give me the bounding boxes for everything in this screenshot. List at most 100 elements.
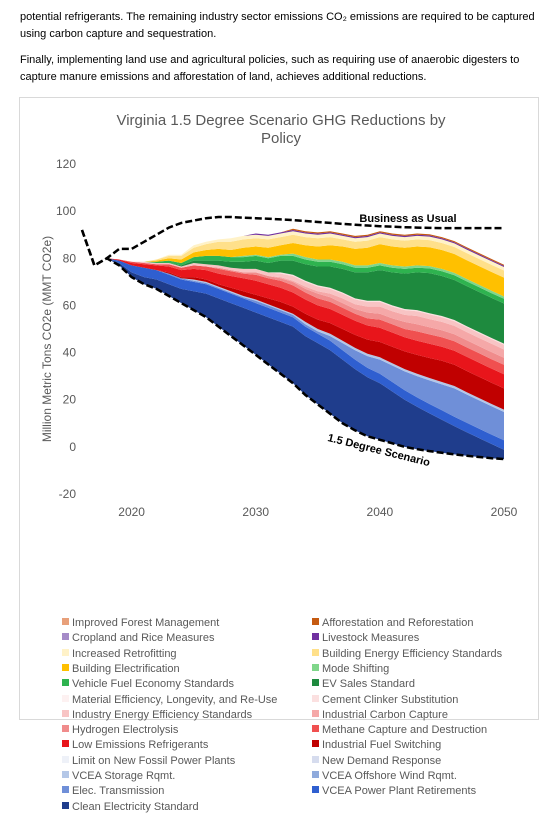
legend-item: Material Efficiency, Longevity, and Re-U…	[62, 694, 277, 707]
legend-item: Afforestation and Reforestation	[312, 617, 473, 630]
legend-label: Methane Capture and Destruction	[322, 724, 488, 737]
legend-item: New Demand Response	[312, 755, 441, 768]
x-tick-label: 2040	[367, 505, 394, 519]
y-tick-label: 40	[63, 346, 77, 360]
legend-label: Limit on New Fossil Power Plants	[72, 754, 236, 767]
legend-item: Building Electrification	[62, 663, 180, 676]
legend-label: Improved Forest Management	[72, 617, 220, 629]
legend-label: Cropland and Rice Measures	[72, 632, 215, 645]
chart-title-line1: Virginia 1.5 Degree Scenario GHG Reducti…	[116, 112, 446, 129]
paragraph-refrigerants: potential refrigerants. The remaining in…	[20, 11, 535, 40]
legend-item: Building Energy Efficiency Standards	[312, 648, 502, 661]
area-low-emissions-refrigerants	[82, 230, 504, 389]
legend-swatch	[62, 740, 69, 748]
legend-item: VCEA Power Plant Retirements	[312, 785, 476, 798]
legend-item: Hydrogen Electrolysis	[62, 724, 178, 737]
legend-swatch	[62, 709, 69, 717]
legend-item: VCEA Storage Rqmt.	[62, 770, 175, 783]
legend-swatch	[312, 771, 319, 778]
legend-label: Material Efficiency, Longevity, and Re-U…	[72, 693, 278, 706]
legend-item: Cropland and Rice Measures	[62, 632, 214, 645]
legend-swatch	[312, 633, 319, 641]
y-axis-label: Million Metric Tons CO2e (MMT CO2e)	[40, 236, 54, 442]
y-tick-label: 0	[69, 440, 76, 454]
paragraph-land-use: Finally, implementing land use and agric…	[20, 54, 520, 83]
legend-label: Industrial Fuel Switching	[322, 739, 442, 752]
legend-swatch	[62, 663, 69, 671]
legend-label: Clean Electricity Standard	[72, 800, 199, 813]
legend-item: Elec. Transmission	[62, 785, 164, 798]
legend-swatch	[62, 786, 69, 794]
legend-label: Livestock Measures	[322, 632, 420, 645]
area-ev-sales-standard	[82, 230, 504, 344]
area-elec-transmission	[82, 230, 504, 441]
legend-swatch	[312, 694, 319, 702]
legend-swatch	[312, 648, 319, 656]
legend-item: Clean Electricity Standard	[62, 801, 199, 814]
legend-label: Building Energy Efficiency Standards	[322, 647, 503, 660]
legend-item: Industry Energy Efficiency Standards	[62, 709, 252, 722]
legend-label: Low Emissions Refrigerants	[72, 739, 209, 752]
legend-swatch	[312, 618, 319, 625]
legend-label: Elec. Transmission	[72, 785, 165, 798]
legend-label: Industry Energy Efficiency Standards	[72, 708, 253, 721]
y-tick-label: 80	[63, 251, 77, 265]
legend-swatch	[312, 725, 319, 733]
x-tick-label: 2050	[491, 505, 518, 519]
legend-label: Mode Shifting	[322, 662, 390, 675]
legend-swatch	[62, 755, 69, 763]
legend-label: VCEA Power Plant Retirements	[322, 785, 477, 798]
area-vcea-power-plant-retirements	[82, 230, 504, 450]
y-tick-label: 100	[56, 204, 76, 218]
legend-label: Increased Retrofitting	[72, 647, 177, 660]
legend-swatch	[312, 679, 319, 687]
y-tick-label: 120	[56, 157, 76, 171]
y-tick-label: 60	[63, 298, 77, 312]
y-tick-label: -20	[59, 487, 77, 501]
legend-swatch	[62, 725, 69, 733]
legend-item: EV Sales Standard	[312, 678, 415, 691]
legend-label: Vehicle Fuel Economy Standards	[72, 678, 235, 691]
legend-item: Methane Capture and Destruction	[312, 724, 487, 737]
legend-item: Cement Clinker Substitution	[312, 694, 458, 707]
x-tick-label: 2020	[118, 505, 145, 519]
legend-swatch	[62, 694, 69, 702]
area-vcea-storage-rqmt-	[82, 230, 504, 412]
legend-label: New Demand Response	[322, 754, 442, 767]
y-tick-label: 20	[63, 393, 77, 407]
legend-swatch	[62, 618, 69, 625]
annotation-business-as-usual: Business as Usual	[359, 213, 456, 225]
legend-item: Increased Retrofitting	[62, 648, 177, 661]
legend-label: VCEA Offshore Wind Rqmt.	[322, 770, 457, 782]
legend-swatch	[62, 771, 69, 778]
legend-swatch	[312, 709, 319, 717]
legend-item: VCEA Offshore Wind Rqmt.	[312, 770, 457, 783]
legend-item: Industrial Carbon Capture	[312, 709, 448, 722]
legend-item: Limit on New Fossil Power Plants	[62, 755, 235, 768]
legend-label: EV Sales Standard	[322, 678, 415, 691]
legend-item: Mode Shifting	[312, 663, 389, 676]
legend-label: Building Electrification	[72, 662, 180, 675]
area-building-electrification	[82, 230, 504, 297]
legend-item: Vehicle Fuel Economy Standards	[62, 678, 234, 691]
area-industrial-fuel-switching	[82, 230, 504, 410]
legend-swatch	[62, 679, 69, 687]
legend-item: Industrial Fuel Switching	[312, 739, 441, 752]
legend-label: VCEA Storage Rqmt.	[72, 770, 176, 782]
x-tick-label: 2030	[242, 505, 269, 519]
legend-item: Low Emissions Refrigerants	[62, 739, 208, 752]
legend-label: Afforestation and Reforestation	[322, 617, 474, 629]
business-as-usual-line	[80, 215, 504, 268]
area-clean-electricity-standard	[82, 230, 504, 460]
legend-swatch	[312, 663, 319, 671]
legend-swatch	[312, 740, 319, 748]
legend-swatch	[62, 648, 69, 656]
legend-swatch	[312, 755, 319, 763]
area-building-energy-efficiency-standards	[82, 230, 504, 278]
chart-area: Virginia 1.5 Degree Scenario GHG Reducti…	[19, 97, 539, 813]
legend-swatch	[62, 801, 69, 809]
scenario-1-5-degree-line	[80, 229, 505, 461]
legend-label: Industrial Carbon Capture	[322, 708, 448, 721]
chart-title-line2: Policy	[261, 130, 302, 147]
legend-swatch	[312, 786, 319, 794]
